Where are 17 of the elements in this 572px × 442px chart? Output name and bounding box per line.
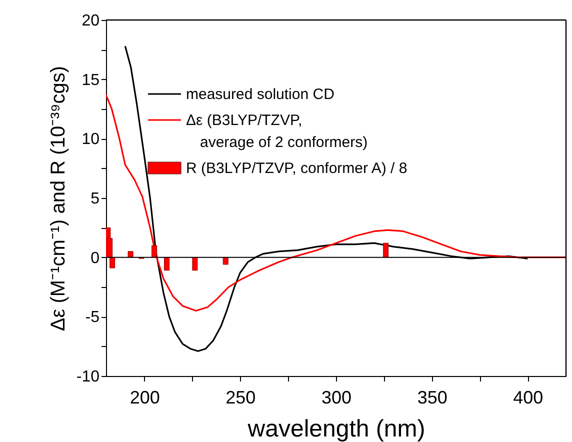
y-tick-label: 0 (90, 250, 100, 267)
x-tick-label: 300 (321, 388, 352, 408)
x-tick-label: 250 (226, 388, 256, 408)
y-tick-label: 10 (82, 131, 100, 148)
x-tick-label: 200 (130, 388, 160, 408)
legend-label: Δε (B3LYP/TZVP, average of 2 conformers) (186, 112, 368, 151)
y-axis-title: Δε (M⁻¹cm⁻¹) and R (10⁻³⁹cgs) (47, 66, 70, 332)
y-tick-label: 15 (82, 72, 100, 89)
legend-label: measured solution CD (186, 86, 335, 103)
y-tick-label: 20 (82, 12, 100, 30)
y-tick-label: -5 (85, 309, 100, 326)
x-tick-label: 350 (417, 388, 448, 408)
x-axis-title: wavelength (nm) (246, 416, 426, 442)
y-tick-label: -10 (76, 368, 100, 386)
x-tick-label: 400 (513, 388, 544, 408)
y-tick-label: 5 (90, 190, 100, 208)
legend-label: R (B3LYP/TZVP, conformer A) / 8 (186, 160, 408, 177)
